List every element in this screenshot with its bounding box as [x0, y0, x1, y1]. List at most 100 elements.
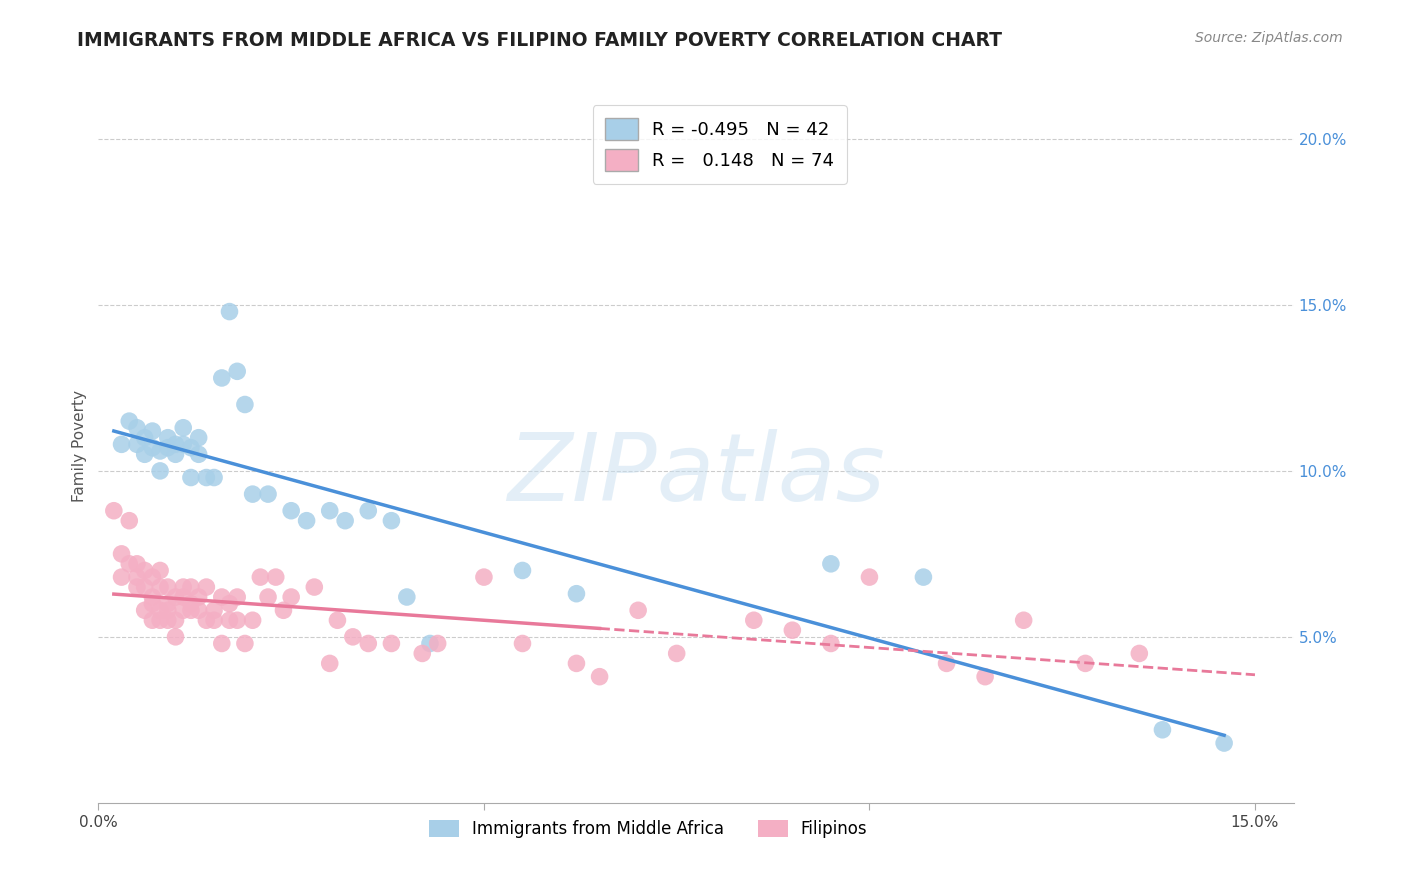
Point [195, 613, 218, 627]
Legend: Immigrants from Middle Africa, Filipinos: Immigrants from Middle Africa, Filipinos [422, 813, 875, 845]
Text: Source: ZipAtlas.com: Source: ZipAtlas.com [1195, 31, 1343, 45]
Text: ZIPatlas: ZIPatlas [508, 429, 884, 520]
Point [118, 557, 141, 571]
Point [395, 590, 418, 604]
Point [1074, 657, 1097, 671]
Point [172, 603, 194, 617]
Point [257, 487, 280, 501]
Point [195, 470, 218, 484]
Point [156, 603, 179, 617]
Point [180, 470, 202, 484]
Point [149, 444, 172, 458]
Text: IMMIGRANTS FROM MIDDLE AFRICA VS FILIPINO FAMILY POVERTY CORRELATION CHART: IMMIGRANTS FROM MIDDLE AFRICA VS FILIPIN… [77, 31, 1002, 50]
Point [187, 447, 209, 461]
Point [134, 431, 156, 445]
Point [211, 371, 233, 385]
Point [588, 670, 610, 684]
Point [333, 514, 356, 528]
Point [411, 647, 433, 661]
Point [110, 437, 132, 451]
Point [180, 441, 202, 455]
Point [242, 613, 264, 627]
Point [134, 447, 156, 461]
Point [357, 636, 380, 650]
Point [202, 470, 225, 484]
Point [233, 636, 256, 650]
Point [357, 504, 380, 518]
Point [565, 587, 588, 601]
Point [211, 590, 233, 604]
Point [118, 414, 141, 428]
Point [195, 580, 218, 594]
Point [512, 564, 534, 578]
Point [156, 441, 179, 455]
Point [627, 603, 650, 617]
Point [935, 657, 957, 671]
Point [149, 613, 172, 627]
Point [149, 564, 172, 578]
Point [912, 570, 935, 584]
Point [172, 421, 194, 435]
Point [273, 603, 295, 617]
Point [187, 603, 209, 617]
Point [233, 397, 256, 411]
Point [218, 613, 240, 627]
Point [156, 431, 179, 445]
Point [134, 564, 156, 578]
Point [472, 570, 495, 584]
Point [1213, 736, 1236, 750]
Point [1012, 613, 1035, 627]
Point [149, 603, 172, 617]
Point [226, 364, 249, 378]
Point [419, 636, 441, 650]
Point [226, 613, 249, 627]
Point [165, 613, 187, 627]
Point [141, 441, 163, 455]
Point [202, 613, 225, 627]
Point [125, 557, 148, 571]
Point [165, 630, 187, 644]
Point [665, 647, 688, 661]
Point [974, 670, 997, 684]
Point [782, 624, 804, 638]
Y-axis label: Family Poverty: Family Poverty [72, 390, 87, 502]
Point [742, 613, 765, 627]
Point [1152, 723, 1174, 737]
Point [141, 613, 163, 627]
Point [426, 636, 449, 650]
Point [149, 580, 172, 594]
Point [103, 504, 125, 518]
Point [319, 504, 342, 518]
Point [565, 657, 588, 671]
Point [304, 580, 326, 594]
Point [110, 547, 132, 561]
Point [295, 514, 318, 528]
Point [134, 603, 156, 617]
Point [280, 590, 302, 604]
Point [249, 570, 271, 584]
Point [342, 630, 364, 644]
Point [1128, 647, 1150, 661]
Point [141, 570, 163, 584]
Point [118, 514, 141, 528]
Point [172, 437, 194, 451]
Point [226, 590, 249, 604]
Point [156, 597, 179, 611]
Point [156, 613, 179, 627]
Point [172, 580, 194, 594]
Point [141, 424, 163, 438]
Point [180, 580, 202, 594]
Point [264, 570, 287, 584]
Point [187, 431, 209, 445]
Point [820, 557, 842, 571]
Point [172, 590, 194, 604]
Point [180, 597, 202, 611]
Point [257, 590, 280, 604]
Point [858, 570, 880, 584]
Point [242, 487, 264, 501]
Point [149, 464, 172, 478]
Point [211, 636, 233, 650]
Point [125, 437, 148, 451]
Point [165, 447, 187, 461]
Point [218, 597, 240, 611]
